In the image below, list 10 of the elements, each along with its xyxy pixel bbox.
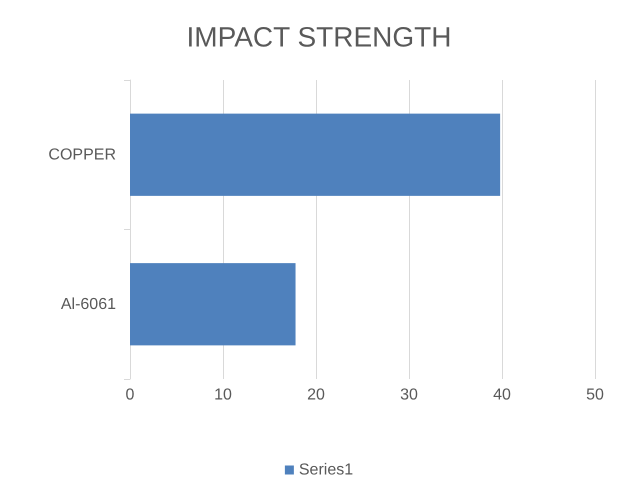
chart-title: IMPACT STRENGTH — [186, 22, 452, 52]
x-tick-label: 0 — [126, 386, 135, 404]
x-tick-label: 10 — [214, 386, 232, 404]
x-tick-label: 40 — [493, 386, 511, 404]
x-tick-label: 30 — [400, 386, 418, 404]
x-tick-label: 50 — [586, 386, 604, 404]
y-tick-label: Al-6061 — [60, 296, 116, 313]
y-tick-label: COPPER — [48, 146, 116, 164]
x-tick-label: 20 — [307, 386, 325, 404]
legend-label: Series1 — [298, 462, 354, 478]
